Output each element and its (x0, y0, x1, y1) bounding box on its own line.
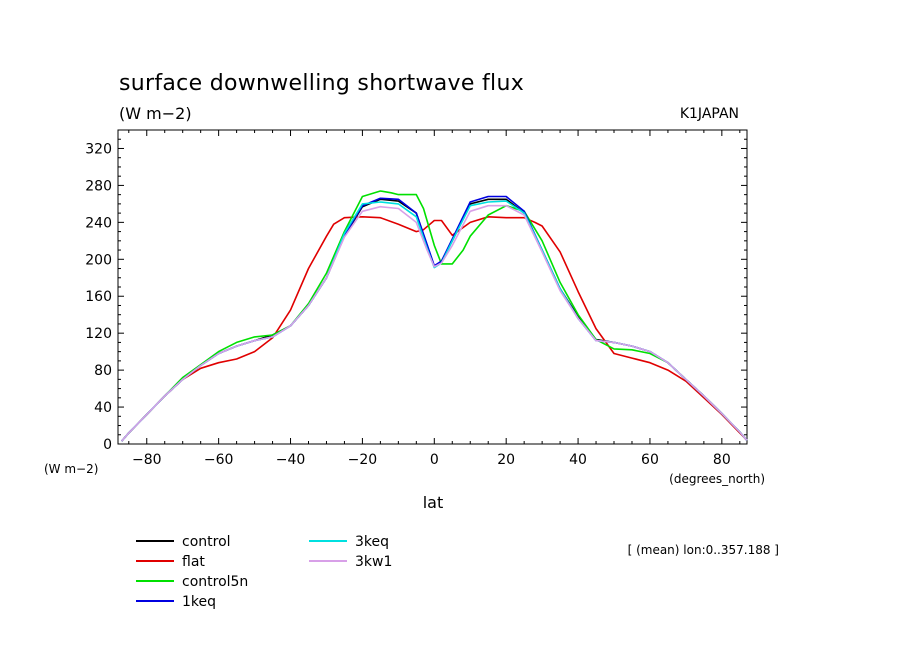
x-tick-label: −60 (204, 452, 234, 468)
x-tick-label: −80 (132, 452, 162, 468)
series-line-3kw1 (120, 204, 748, 442)
y-tick-label: 160 (85, 289, 112, 305)
x-tick-label: 80 (713, 452, 731, 468)
legend-label-1keq: 1keq (182, 594, 216, 610)
legend-label-flat: flat (182, 554, 205, 570)
legend-label-3keq: 3keq (355, 534, 389, 550)
legend-label-control5n: control5n (182, 574, 248, 590)
series-line-1keq (120, 195, 748, 442)
series-line-flat (120, 216, 748, 442)
x-tick-label: 0 (430, 452, 439, 468)
x-tick-label: −40 (276, 452, 306, 468)
mean-note: [ (mean) lon:0..357.188 ] (628, 543, 779, 557)
legend-label-control: control (182, 534, 231, 550)
y-tick-label: 120 (85, 326, 112, 342)
y-tick-label: 40 (94, 400, 112, 416)
y-tick-label: 80 (94, 363, 112, 379)
y-tick-label: 240 (85, 215, 112, 231)
series-line-3keq (120, 200, 748, 442)
y-tick-label: 200 (85, 252, 112, 268)
x-tick-label: 60 (641, 452, 659, 468)
legend: control flat control5n 1keq 3keq 3kw1 (136, 534, 392, 610)
legend-label-3kw1: 3kw1 (355, 554, 392, 570)
x-tick-label: −20 (348, 452, 378, 468)
data-series (120, 190, 748, 442)
chart-title: surface downwelling shortwave flux (119, 71, 524, 96)
series-line-control (120, 198, 748, 442)
x-tick-label: 40 (569, 452, 587, 468)
y-tick-label: 320 (85, 141, 112, 157)
source-label: K1JAPAN (680, 106, 739, 122)
x-axis-title: lat (423, 493, 444, 512)
y-tick-label: 280 (85, 178, 112, 194)
y-axis-units: (W m−2) (44, 462, 98, 476)
series-line-control5n (120, 190, 748, 442)
x-axis-units: (degrees_north) (669, 472, 765, 486)
plot-frame (117, 129, 748, 445)
chart-units: (W m−2) (119, 104, 192, 123)
y-tick-label: 0 (103, 437, 112, 453)
x-tick-label: 20 (497, 452, 515, 468)
y-axis-ticks: 0 40 80 120 160 200 240 280 320 (85, 129, 747, 453)
x-axis-ticks: −80 −60 −40 −20 0 20 40 60 80 (128, 130, 741, 468)
